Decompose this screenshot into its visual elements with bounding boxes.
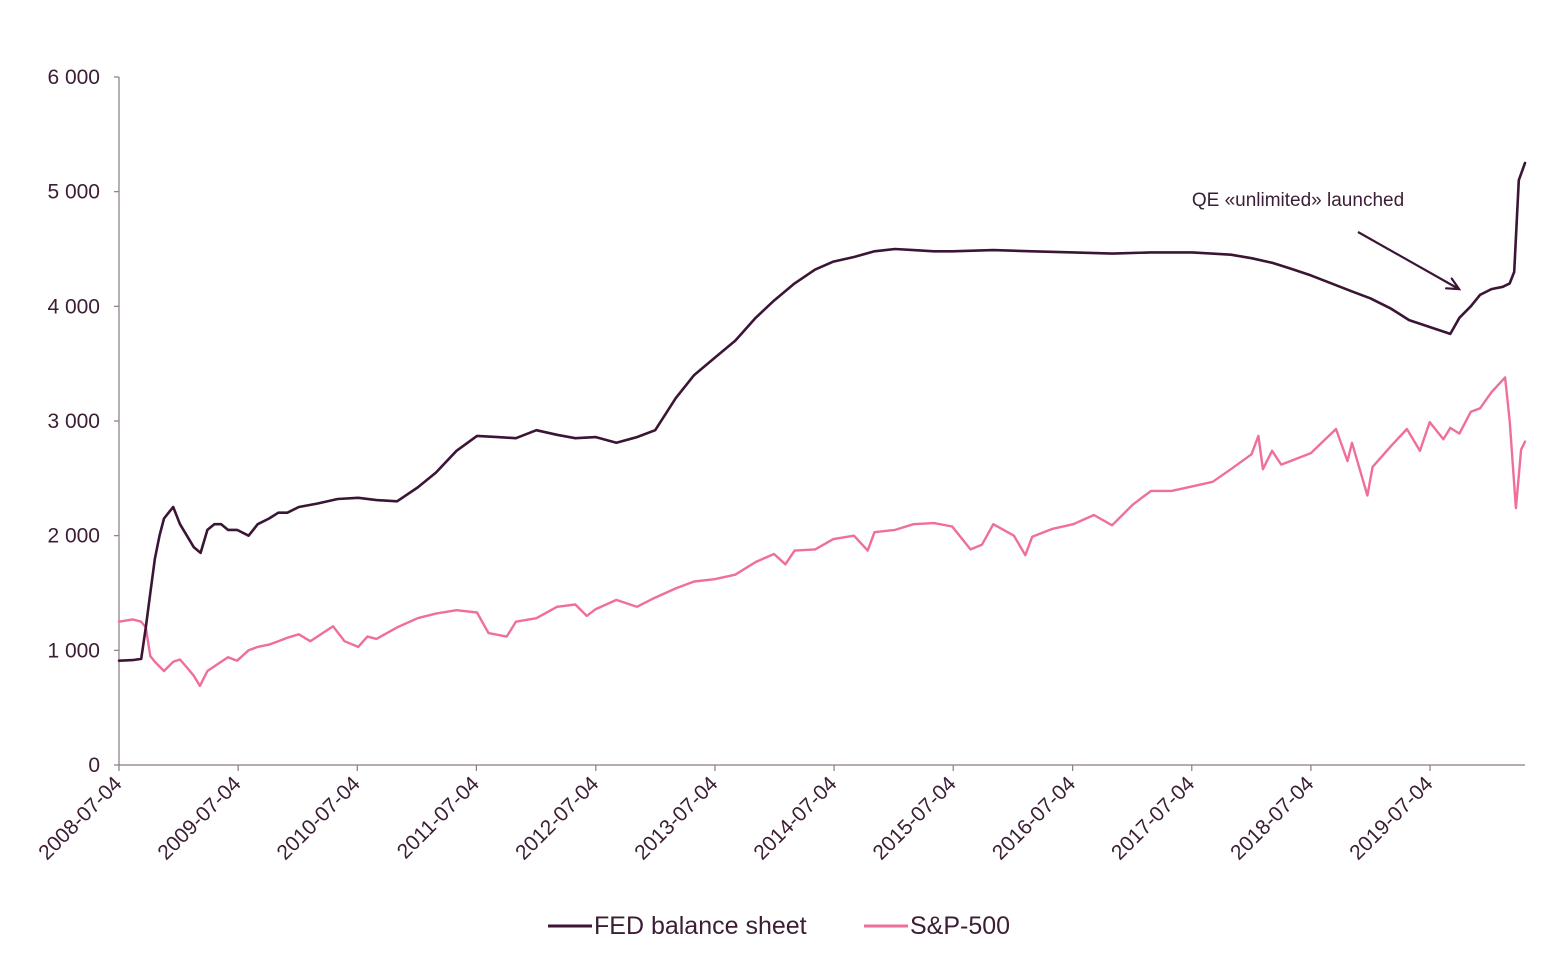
y-tick-label: 2 000: [47, 525, 100, 548]
x-tick-label: 2009-07-04: [153, 772, 245, 864]
annotation-label: QE «unlimited» launched: [1192, 190, 1404, 211]
series-lines: [117, 161, 1527, 688]
x-tick-label: 2014-07-04: [749, 772, 841, 864]
x-tick-label: 2008-07-04: [34, 772, 126, 864]
x-tick-label: 2013-07-04: [630, 772, 722, 864]
series-line-sp500: [117, 376, 1527, 688]
x-tick-label: 2015-07-04: [869, 772, 961, 864]
x-tick-label: 2011-07-04: [393, 772, 484, 863]
y-tick-label: 6 000: [47, 66, 100, 89]
legend-label-fed-balance-sheet: FED balance sheet: [594, 912, 807, 940]
legend-label-sp500: S&P-500: [910, 912, 1010, 940]
x-tick-label: 2019-07-04: [1345, 772, 1437, 864]
x-ticks: 2008-07-04 2009-07-04 2010-07-04 2011-07-04…: [34, 765, 1438, 864]
y-ticks: 0 1 000 2 000 3 000 4 000 5 000 6 000: [47, 66, 119, 777]
annotation: QE «unlimited» launched: [1192, 190, 1462, 291]
axes: [118, 77, 1525, 766]
x-tick-label: 2010-07-04: [273, 772, 365, 864]
annotation-arrow-head: [1444, 277, 1462, 291]
x-tick-label: 2012-07-04: [511, 772, 603, 864]
x-tick-label: 2017-07-04: [1107, 772, 1199, 864]
y-tick-label: 5 000: [47, 181, 100, 204]
y-tick-label: 3 000: [47, 410, 100, 433]
annotation-arrow-line: [1357, 231, 1460, 291]
y-tick-label: 0: [88, 754, 100, 777]
x-tick-label: 2018-07-04: [1226, 772, 1318, 864]
legend: FED balance sheet S&P-500: [548, 912, 1010, 940]
series-line-fed-balance-sheet: [117, 161, 1527, 663]
y-tick-label: 1 000: [47, 639, 100, 662]
y-tick-label: 4 000: [47, 295, 100, 318]
x-tick-label: 2016-07-04: [988, 772, 1080, 864]
